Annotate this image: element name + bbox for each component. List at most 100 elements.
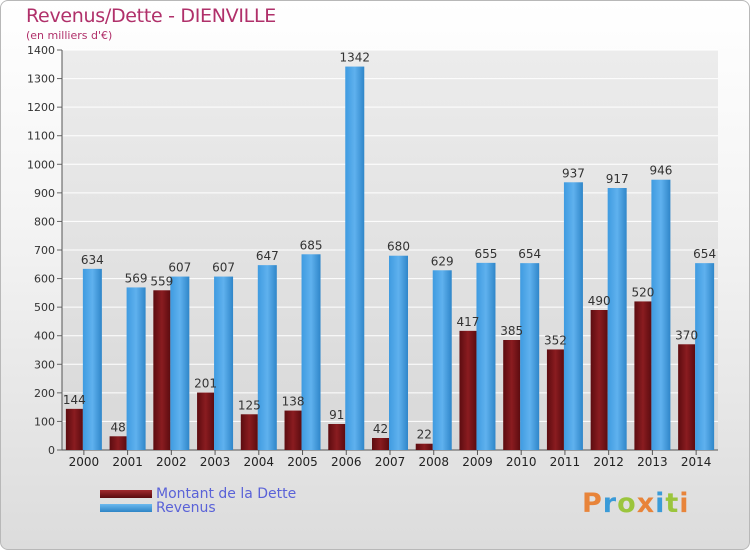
data-label-revenus: 647 <box>256 249 279 263</box>
data-label-dette: 520 <box>631 285 654 299</box>
data-label-dette: 370 <box>675 328 698 342</box>
x-tick-label: 2001 <box>112 455 143 469</box>
y-tick-label: 300 <box>34 358 55 371</box>
bar-dette <box>153 290 171 450</box>
data-label-dette: 138 <box>282 395 305 409</box>
bar-revenus <box>257 265 277 450</box>
bar-dette <box>284 410 302 450</box>
chart-title: Revenus/Dette - DIENVILLE <box>26 5 276 27</box>
bar-dette <box>546 349 564 450</box>
data-label-dette: 144 <box>63 393 86 407</box>
bar-dette <box>590 310 608 450</box>
data-label-revenus: 680 <box>387 240 410 254</box>
y-tick-label: 0 <box>48 444 55 457</box>
bar-revenus <box>170 276 190 450</box>
bar-dette <box>197 392 215 450</box>
logo-letter: i <box>655 488 666 519</box>
bar-revenus <box>389 255 408 450</box>
data-label-dette: 125 <box>238 398 261 412</box>
bar-revenus <box>563 182 583 451</box>
bar-revenus <box>695 263 715 450</box>
x-tick-label: 2007 <box>375 455 406 469</box>
y-tick-label: 1100 <box>27 130 55 143</box>
bar-revenus <box>301 254 321 450</box>
x-tick-label: 2003 <box>200 455 231 469</box>
data-label-revenus: 685 <box>300 238 323 252</box>
x-tick-label: 2006 <box>331 455 362 469</box>
data-label-dette: 490 <box>588 294 611 308</box>
bar-dette <box>503 340 521 450</box>
y-tick-label: 200 <box>34 387 55 400</box>
x-tick-label: 2012 <box>593 455 624 469</box>
logo-letter: r <box>602 488 618 519</box>
bar-dette <box>634 301 652 450</box>
logo-letter: t <box>665 488 680 519</box>
data-label-revenus: 654 <box>693 247 716 261</box>
data-label-dette: 559 <box>150 274 173 288</box>
legend-item-dette: Montant de la Dette <box>100 486 297 502</box>
bar-revenus <box>432 270 452 450</box>
bar-dette <box>459 330 477 450</box>
x-tick-label: 2009 <box>462 455 493 469</box>
y-tick-label: 1300 <box>27 73 55 86</box>
y-tick-label: 100 <box>34 415 55 428</box>
bar-revenus <box>214 276 234 450</box>
bar-dette <box>328 424 346 450</box>
legend-label-dette: Montant de la Dette <box>156 486 297 502</box>
data-label-dette: 48 <box>110 420 125 434</box>
data-label-dette: 91 <box>329 408 344 422</box>
y-tick-label: 700 <box>34 244 55 257</box>
legend-item-revenus: Revenus <box>100 500 216 516</box>
bar-revenus <box>476 262 496 450</box>
y-tick-label: 1000 <box>27 158 55 171</box>
data-label-revenus: 937 <box>562 166 585 180</box>
x-tick-label: 2011 <box>550 455 581 469</box>
x-tick-label: 2010 <box>506 455 537 469</box>
y-tick-label: 600 <box>34 273 55 286</box>
y-tick-label: 800 <box>34 215 55 228</box>
data-label-revenus: 607 <box>168 261 191 275</box>
y-tick-label: 500 <box>34 301 55 314</box>
x-tick-label: 2014 <box>681 455 712 469</box>
chart-subtitle: (en milliers d'€) <box>26 29 113 42</box>
y-tick-label: 1400 <box>27 44 55 57</box>
legend-swatch-dette <box>100 490 152 498</box>
bar-revenus <box>520 263 540 450</box>
y-tick-label: 900 <box>34 187 55 200</box>
x-tick-label: 2000 <box>69 455 100 469</box>
bar-revenus <box>82 268 102 450</box>
data-label-dette: 352 <box>544 333 567 347</box>
bar-revenus <box>345 66 365 451</box>
data-label-revenus: 607 <box>212 261 235 275</box>
data-label-revenus: 917 <box>606 172 629 186</box>
data-label-dette: 201 <box>194 377 217 391</box>
bar-dette <box>678 344 696 450</box>
y-tick-label: 400 <box>34 330 55 343</box>
bar-dette <box>240 414 258 450</box>
logo-letter: P <box>582 488 603 519</box>
data-label-revenus: 634 <box>81 253 104 267</box>
data-label-revenus: 1342 <box>339 51 370 65</box>
data-label-revenus: 946 <box>649 164 672 178</box>
bar-dette <box>372 438 389 450</box>
bar-revenus <box>651 179 671 450</box>
data-label-revenus: 654 <box>518 247 541 261</box>
x-tick-label: 2004 <box>244 455 275 469</box>
data-label-revenus: 629 <box>431 254 454 268</box>
x-tick-label: 2008 <box>418 455 449 469</box>
logo-letter: o <box>617 488 637 519</box>
data-label-dette: 385 <box>500 324 523 338</box>
x-tick-label: 2002 <box>156 455 187 469</box>
logo-letter: x <box>636 488 656 519</box>
legend-swatch-revenus <box>100 504 152 512</box>
data-label-revenus: 655 <box>475 247 498 261</box>
data-label-dette: 417 <box>457 315 480 329</box>
proxiti-logo: Proxiti <box>582 488 690 519</box>
x-tick-label: 2005 <box>287 455 318 469</box>
data-label-revenus: 569 <box>125 271 148 285</box>
data-label-dette: 42 <box>373 422 388 436</box>
legend-label-revenus: Revenus <box>156 500 216 516</box>
bar-dette <box>415 443 433 450</box>
x-tick-label: 2013 <box>637 455 668 469</box>
